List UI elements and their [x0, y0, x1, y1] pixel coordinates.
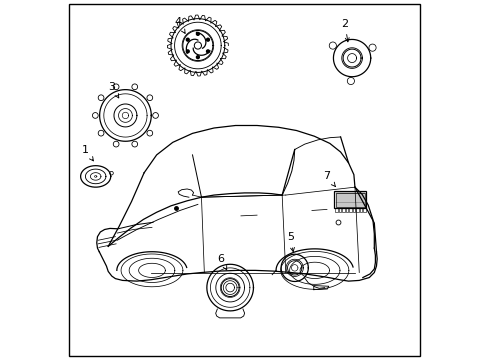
Circle shape	[186, 38, 189, 41]
Bar	[341, 208, 344, 212]
Circle shape	[186, 50, 189, 53]
Text: 4: 4	[174, 17, 185, 33]
Bar	[355, 208, 358, 212]
Bar	[338, 208, 340, 212]
Circle shape	[206, 50, 209, 53]
Text: 6: 6	[217, 254, 226, 270]
Text: 3: 3	[108, 82, 119, 98]
Text: 5: 5	[286, 232, 294, 252]
Bar	[335, 193, 364, 207]
Bar	[333, 191, 366, 208]
Text: 1: 1	[81, 144, 93, 161]
Text: 7: 7	[323, 171, 335, 186]
Text: 2: 2	[341, 19, 348, 42]
Bar	[359, 208, 361, 212]
Bar	[352, 208, 354, 212]
Circle shape	[196, 32, 199, 35]
Bar	[348, 208, 351, 212]
Bar	[362, 208, 365, 212]
Circle shape	[206, 38, 209, 41]
Circle shape	[196, 56, 199, 59]
Bar	[334, 208, 337, 212]
Bar	[345, 208, 347, 212]
